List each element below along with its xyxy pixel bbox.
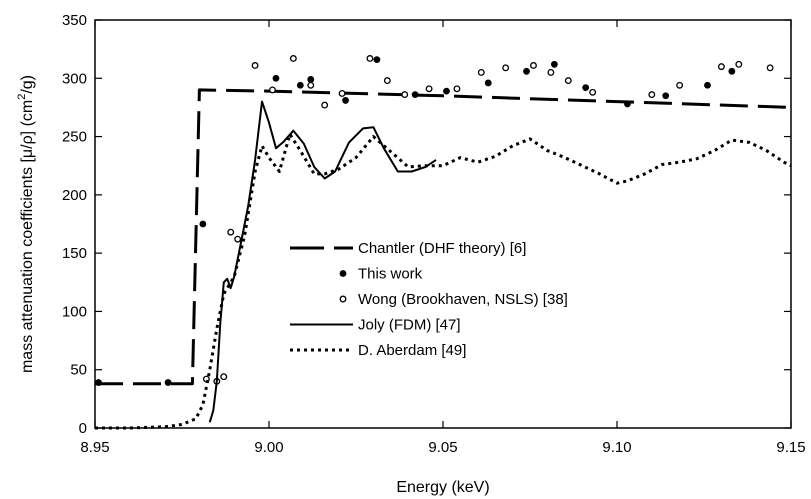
- data-point-series-1: [373, 56, 381, 64]
- data-point-series-2: [338, 89, 346, 97]
- x-tick-label: 9.05: [428, 439, 457, 456]
- data-point-series-1: [95, 379, 102, 386]
- data-point-series-1: [296, 81, 304, 89]
- data-point-series-2: [251, 62, 259, 69]
- data-point-series-1: [411, 91, 419, 99]
- series-line-3: [208, 100, 437, 423]
- x-axis-title: Energy (keV): [396, 479, 489, 496]
- series-line-4: [95, 132, 792, 430]
- data-point-series-1: [728, 67, 736, 75]
- x-tick-label: 9.15: [776, 439, 805, 456]
- y-axis-title-main: mass attenuation coefficients [μ/ρ] (cm: [19, 100, 36, 373]
- ticks-layer: 8.95 9.00 9.05 9.10 9.15 0 50 100 150 200 250 300 35…: [62, 12, 806, 456]
- series-layer: [95, 55, 792, 430]
- data-point-series-1: [342, 97, 349, 104]
- y-tick-label: 250: [62, 129, 87, 146]
- data-point-series-2: [366, 55, 374, 62]
- legend-label: Wong (Brookhaven, NSLS) [38]: [358, 291, 568, 308]
- data-point-series-1: [662, 92, 670, 100]
- data-point-series-2: [453, 85, 461, 93]
- data-point-series-2: [735, 60, 743, 68]
- y-tick-label: 50: [70, 362, 87, 379]
- data-point-series-2: [401, 91, 409, 99]
- data-point-series-2: [269, 86, 276, 94]
- data-point-series-2: [307, 81, 315, 89]
- data-point-series-2: [676, 81, 684, 89]
- legend-label: Joly (FDM) [47]: [358, 317, 461, 334]
- plot-frame: [94, 19, 792, 429]
- legend-marker: [339, 270, 347, 277]
- data-point-series-2: [766, 64, 774, 72]
- data-point-series-2: [648, 91, 656, 99]
- legend-marker: [339, 295, 347, 303]
- y-axis-title: mass attenuation coefficients [μ/ρ] (cm2…: [16, 75, 36, 373]
- data-point-series-2: [547, 69, 555, 76]
- data-point-series-1: [164, 379, 172, 386]
- data-point-series-1: [272, 74, 280, 82]
- data-point-series-1: [704, 81, 711, 89]
- legend: Chantler (DHF theory) [6] This work Wong (…: [290, 240, 568, 359]
- data-point-series-2: [589, 88, 597, 96]
- data-point-series-1: [443, 87, 450, 95]
- legend-label: This work: [358, 266, 423, 283]
- data-point-series-2: [234, 235, 242, 243]
- y-tick-label: 100: [62, 303, 87, 320]
- y-axis-title-tail: /g): [19, 75, 36, 94]
- data-point-series-2: [530, 62, 537, 69]
- data-point-series-2: [227, 228, 235, 236]
- legend-label: Chantler (DHF theory) [6]: [358, 240, 526, 257]
- legend-label: D. Aberdam [49]: [358, 342, 466, 359]
- data-point-series-1: [307, 76, 315, 83]
- x-tick-label: 9.10: [602, 439, 631, 456]
- y-tick-label: 150: [62, 245, 87, 262]
- data-point-series-1: [523, 67, 530, 75]
- data-point-series-1: [199, 220, 207, 228]
- data-point-series-1: [582, 84, 590, 92]
- data-point-series-1: [484, 79, 492, 87]
- y-axis-title-superscript: 2: [16, 94, 28, 100]
- x-tick-label: 8.95: [80, 439, 109, 456]
- data-point-series-1: [624, 100, 631, 108]
- data-point-series-2: [717, 63, 725, 71]
- data-point-series-2: [477, 69, 485, 76]
- y-tick-label: 350: [62, 12, 87, 29]
- data-point-series-2: [289, 55, 297, 62]
- data-point-series-1: [550, 60, 558, 68]
- y-tick-label: 200: [62, 187, 87, 204]
- series-line-0: [95, 88, 792, 386]
- y-tick-label: 0: [79, 420, 87, 437]
- x-tick-label: 9.00: [254, 439, 283, 456]
- data-point-series-2: [383, 77, 391, 85]
- data-point-series-2: [502, 64, 510, 72]
- data-point-series-2: [220, 373, 228, 381]
- y-tick-label: 300: [62, 70, 87, 87]
- data-point-series-2: [321, 101, 329, 109]
- data-point-series-2: [425, 85, 433, 93]
- data-point-series-2: [564, 77, 572, 85]
